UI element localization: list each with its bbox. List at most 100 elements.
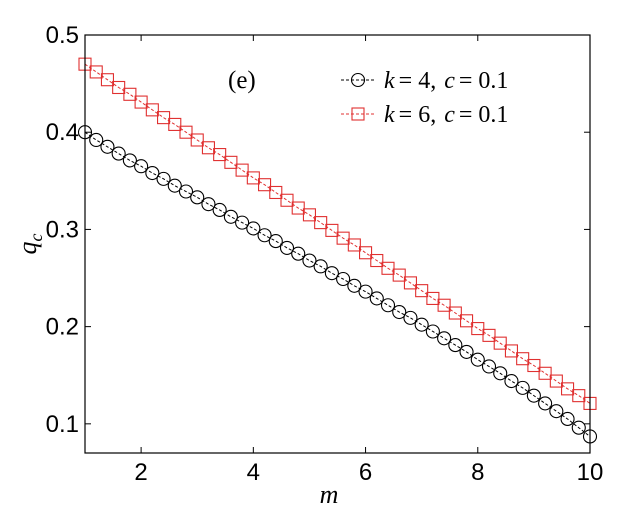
ticks-layer: 2 4 6 8 10 0.1 0.2 0.3 0.4 0.5 <box>46 22 604 486</box>
data-point-square <box>258 178 272 192</box>
data-point-square <box>437 298 451 312</box>
series-layer <box>77 57 598 444</box>
legend-k-value: = 6, <box>399 102 437 128</box>
x-tick-label: 2 <box>134 459 147 486</box>
data-point-circle <box>313 259 328 274</box>
data-point-square <box>123 87 137 101</box>
data-point-square <box>100 73 114 87</box>
data-point-square <box>549 374 563 388</box>
data-point-square <box>314 216 328 230</box>
data-point-circle <box>167 178 182 193</box>
data-point-square <box>471 322 485 336</box>
data-point-circle <box>392 304 407 320</box>
data-point-square <box>325 223 339 237</box>
data-point-circle <box>291 246 306 261</box>
x-tick-label: 8 <box>471 459 484 486</box>
data-point-square <box>561 382 575 396</box>
legend-marker-square <box>351 107 365 121</box>
data-point-square <box>493 336 507 350</box>
data-point-square <box>291 201 305 215</box>
x-tick-label: 10 <box>577 459 604 486</box>
y-tick-label: 0.3 <box>46 216 79 243</box>
legend-k-value: = 4, <box>399 68 437 94</box>
data-point-square <box>302 208 316 222</box>
plot-frame <box>84 34 591 454</box>
data-point-circle <box>459 344 474 359</box>
data-point-square <box>482 328 496 342</box>
x-tick-label: 6 <box>359 459 372 486</box>
data-point-square <box>112 80 126 95</box>
legend-marker-circle <box>350 72 366 88</box>
legend-c-symbol: c <box>444 68 455 94</box>
data-point-circle <box>223 209 238 224</box>
data-point-circle <box>437 331 452 346</box>
data-point-circle <box>302 253 317 268</box>
data-point-square <box>460 314 474 328</box>
data-point-square <box>347 238 361 252</box>
data-point-square <box>235 163 249 177</box>
x-axis-label: m <box>320 480 339 509</box>
data-point-circle <box>100 139 115 154</box>
data-point-circle <box>560 411 575 427</box>
data-point-circle <box>448 338 463 353</box>
data-point-square <box>448 306 462 320</box>
legend-item-series-1: k = 4, c = 0.1 <box>341 68 508 94</box>
data-point-square <box>336 231 350 245</box>
data-point-circle <box>538 396 553 411</box>
data-point-circle <box>403 310 418 325</box>
legend-k-symbol: k <box>384 68 395 94</box>
data-point-square <box>269 185 283 200</box>
data-point-circle <box>549 404 564 419</box>
data-point-circle <box>134 159 149 174</box>
data-point-circle <box>358 284 373 299</box>
data-point-square <box>370 253 384 268</box>
panel-annotation: (e) <box>228 67 256 94</box>
data-point-square <box>527 358 541 373</box>
data-point-square <box>179 125 193 139</box>
data-point-circle <box>145 165 160 181</box>
data-point-square <box>415 284 429 298</box>
data-point-square <box>213 148 227 162</box>
data-point-circle <box>347 278 362 293</box>
series-1 <box>77 125 598 444</box>
legend: k = 4, c = 0.1 k = 6, c = 0.1 <box>341 68 508 128</box>
data-point-square <box>89 65 103 79</box>
y-axis-label-main: q <box>13 242 42 255</box>
data-point-circle <box>279 240 295 255</box>
data-point-circle <box>190 190 205 205</box>
data-point-square <box>403 276 417 290</box>
y-tick-label: 0.5 <box>46 22 79 49</box>
data-point-circle <box>425 324 440 339</box>
data-point-circle <box>201 197 216 212</box>
data-point-square <box>538 366 552 380</box>
x-tick-label: 4 <box>247 459 260 486</box>
data-point-square <box>224 155 238 169</box>
data-point-circle <box>235 215 250 230</box>
data-point-circle <box>380 298 396 313</box>
data-point-square <box>134 95 148 109</box>
data-point-circle <box>178 184 194 199</box>
legend-label-series-1: k = 4, c = 0.1 <box>384 68 508 94</box>
series-line <box>84 131 591 437</box>
data-point-circle <box>324 266 339 281</box>
legend-c-symbol: c <box>444 102 455 128</box>
data-point-circle <box>246 221 261 236</box>
data-point-square <box>516 352 530 366</box>
data-point-circle <box>212 202 227 218</box>
data-point-circle <box>156 171 171 186</box>
data-point-square <box>392 268 406 282</box>
data-point-square <box>381 261 395 275</box>
data-point-square <box>426 291 440 305</box>
data-point-circle <box>493 366 508 381</box>
y-tick-label: 0.1 <box>46 411 79 438</box>
y-tick-label: 0.2 <box>46 314 79 341</box>
data-point-circle <box>122 153 137 168</box>
data-point-square <box>157 111 171 125</box>
data-point-circle <box>257 228 272 243</box>
data-point-square <box>246 171 260 185</box>
data-point-circle <box>268 234 283 249</box>
data-point-square <box>145 103 159 117</box>
data-point-square <box>572 389 586 403</box>
data-point-square <box>280 193 294 207</box>
